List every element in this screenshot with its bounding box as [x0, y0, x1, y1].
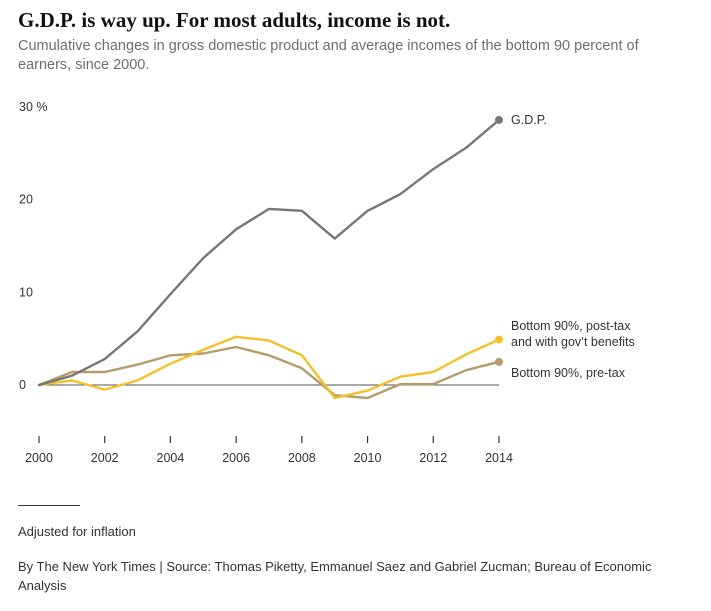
- series-line-1: [37, 335, 501, 400]
- x-axis: 2000 2002 2004 2006 2008 2010 2012 2014: [25, 436, 513, 465]
- y-tick-label: 30 %: [19, 100, 48, 114]
- series-label-1: and with gov’t benefits: [511, 335, 635, 349]
- footer-divider: [18, 505, 80, 506]
- y-tick-label: 20: [19, 193, 33, 207]
- x-tick-label: 2006: [222, 451, 250, 465]
- series-end-marker-0: [495, 115, 503, 124]
- series-end-labels: G.D.P. Bottom 90%, post-tax and with gov’t…: [511, 113, 635, 380]
- x-tick-label: 2000: [25, 451, 53, 465]
- series-end-marker-1: [495, 335, 503, 344]
- x-tick-label: 2014: [485, 451, 513, 465]
- x-tick-label: 2008: [288, 451, 316, 465]
- series-label-1: Bottom 90%, post-tax: [511, 319, 631, 333]
- series-line-2: [37, 345, 501, 400]
- x-tick-label: 2002: [91, 451, 119, 465]
- series-label-2: Bottom 90%, pre-tax: [511, 366, 626, 380]
- chart-title: G.D.P. is way up. For most adults, incom…: [18, 8, 451, 32]
- series-lines: [37, 115, 503, 400]
- chart-subtitle: Cumulative changes in gross domestic pro…: [18, 38, 639, 73]
- y-axis-labels: 30 % 20 10 0: [19, 100, 48, 392]
- x-tick-label: 2004: [157, 451, 185, 465]
- x-tick-label: 2012: [419, 451, 447, 465]
- y-tick-label: 10: [19, 285, 33, 299]
- series-end-marker-2: [495, 357, 503, 366]
- source-credit: By The New York Times | Source: Thomas P…: [18, 559, 652, 593]
- series-label-0: G.D.P.: [511, 113, 547, 127]
- series-line-0: [37, 118, 501, 387]
- y-tick-label: 0: [19, 378, 26, 392]
- inflation-note: Adjusted for inflation: [18, 524, 136, 539]
- x-tick-label: 2010: [354, 451, 382, 465]
